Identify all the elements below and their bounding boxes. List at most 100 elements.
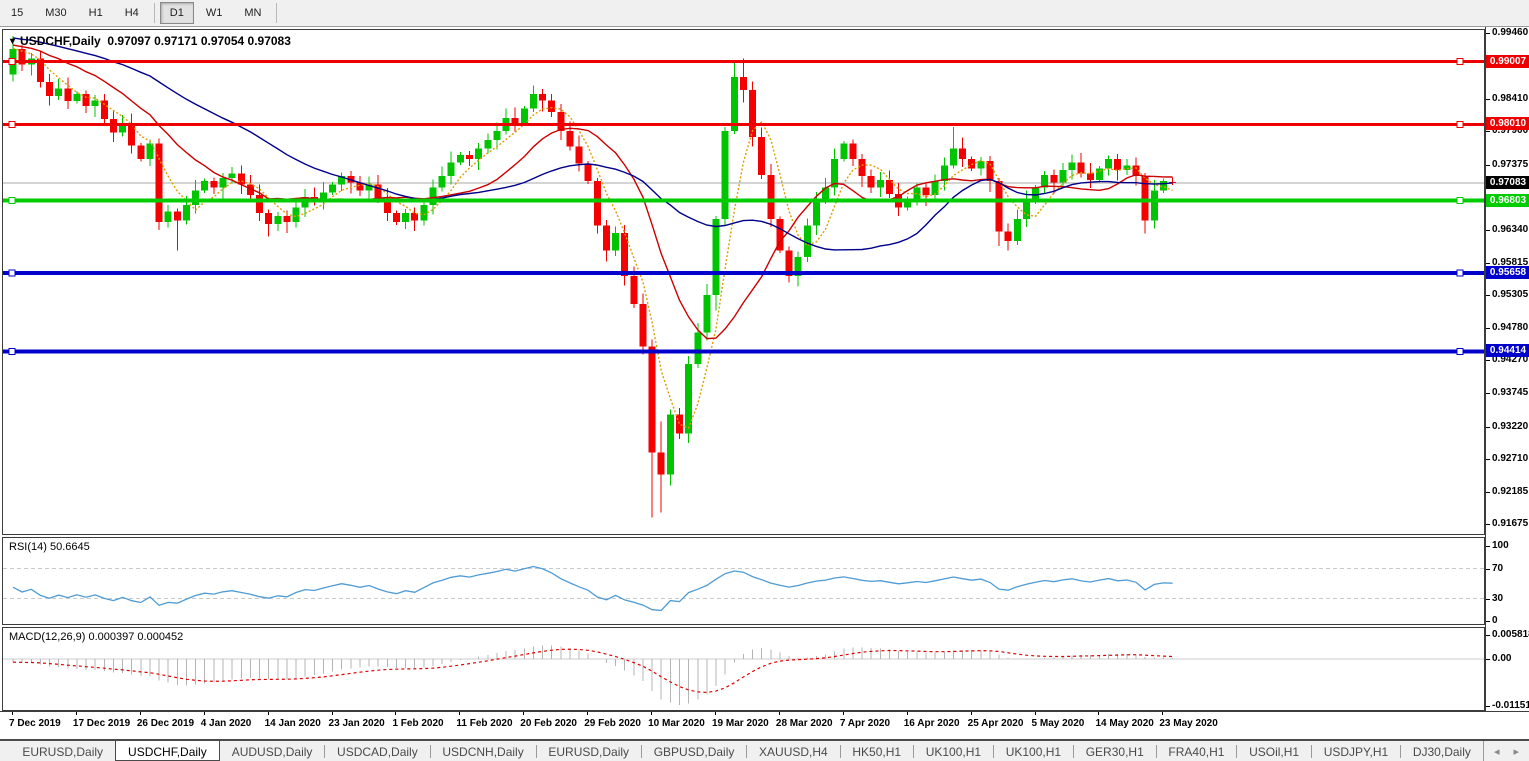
- tab-divider: [1400, 744, 1401, 758]
- level-handle[interactable]: [8, 347, 16, 355]
- chart-symbol-period: USDCHF,Daily: [20, 34, 101, 48]
- price-tick-label: 0.92185: [1492, 485, 1529, 497]
- chart-tab-gbpusd-6[interactable]: GBPUSD,Daily: [653, 745, 735, 759]
- date-tick-mark: [587, 712, 589, 715]
- chart-tab-xauusd-7[interactable]: XAUUSD,H4: [759, 745, 828, 759]
- chart-tab-usdcnh-4[interactable]: USDCNH,Daily: [442, 745, 524, 759]
- price-tick-mark: [1486, 295, 1490, 297]
- chart-tab-eurusd-5[interactable]: EURUSD,Daily: [548, 745, 630, 759]
- macd-tick-label: -0.011514: [1492, 700, 1529, 712]
- macd-tick-label: 0.005818: [1492, 629, 1529, 641]
- date-tick-mark: [267, 712, 269, 715]
- date-label: 11 Feb 2020: [456, 718, 513, 729]
- price-tick-mark: [1486, 426, 1490, 428]
- price-tick-label: 0.96340: [1492, 223, 1529, 235]
- timeframe-button-h4[interactable]: H4: [124, 7, 139, 19]
- date-tick-mark: [842, 712, 844, 715]
- rsi-indicator-pane[interactable]: RSI(14) 50.6645: [2, 537, 1485, 625]
- date-label: 14 May 2020: [1095, 718, 1154, 729]
- rsi-tick-label: 0: [1492, 615, 1498, 626]
- rsi-line: [12, 565, 1173, 612]
- date-label: 7 Apr 2020: [839, 718, 891, 729]
- rsi-tick-mark: [1486, 568, 1490, 570]
- tab-scroll-right-icon[interactable]: ▸: [1513, 745, 1519, 758]
- level-handle[interactable]: [8, 269, 16, 277]
- candlesticks: [9, 36, 1177, 518]
- price-tick-mark: [1486, 458, 1490, 460]
- level-handle[interactable]: [1456, 347, 1464, 355]
- date-tick-mark: [459, 712, 461, 715]
- level-handle[interactable]: [1456, 197, 1464, 205]
- chart-tab-uk100-10[interactable]: UK100,H1: [1005, 745, 1062, 759]
- level-handle[interactable]: [8, 120, 16, 128]
- tab-divider: [641, 744, 642, 758]
- price-tick-label: 0.95815: [1492, 256, 1529, 268]
- timeframe-button-15[interactable]: 15: [11, 7, 24, 19]
- timeframe-button-m30[interactable]: M30: [45, 7, 67, 19]
- price-tick-mark: [1486, 229, 1490, 231]
- ma-mid-line: [12, 44, 1173, 340]
- date-tick-mark: [778, 712, 780, 715]
- timeframe-button-d1[interactable]: D1: [159, 2, 194, 24]
- tab-divider: [324, 744, 326, 758]
- price-badge-0.99007: 0.99007: [1486, 54, 1529, 68]
- chart-tab-usdjpy-14[interactable]: USDJPY,H1: [1323, 745, 1389, 759]
- rsi-tick-label: 100: [1492, 540, 1509, 551]
- price-tick-label: 0.93220: [1492, 420, 1529, 432]
- chart-menu-triangle-icon[interactable]: ▾: [10, 36, 16, 47]
- price-chart-pane[interactable]: ▾ USDCHF,Daily 0.97097 0.97171 0.97054 0.…: [2, 29, 1485, 535]
- timeframe-button-w1[interactable]: W1: [205, 7, 223, 19]
- chart-tab-eurusd-0[interactable]: EURUSD,Daily: [22, 745, 104, 759]
- date-tick-mark: [1162, 712, 1164, 715]
- price-tick-mark: [1486, 131, 1490, 133]
- chart-tab-audusd-2[interactable]: AUDUSD,Daily: [231, 745, 313, 759]
- date-label: 5 May 2020: [1031, 718, 1085, 729]
- chart-ohlc-values: 0.97097 0.97171 0.97054 0.97083: [107, 34, 291, 48]
- date-label: 7 Dec 2019: [9, 718, 61, 729]
- chart-tab-dj30-15[interactable]: DJ30,Daily: [1412, 745, 1471, 759]
- time-axis[interactable]: 7 Dec 2019 17 Dec 2019 26 Dec 2019 4 Jan 20…: [0, 711, 1529, 739]
- macd-indicator-pane[interactable]: MACD(12,26,9) 0.000397 0.000452: [2, 627, 1485, 711]
- tab-divider: [535, 744, 537, 758]
- tab-divider: [429, 744, 431, 758]
- tabbar-spacer: [0, 741, 10, 761]
- tab-divider: [1155, 744, 1157, 758]
- date-label: 25 Apr 2020: [967, 718, 1024, 729]
- ma-slow-line: [12, 37, 1173, 251]
- timeframe-button-mn[interactable]: MN: [244, 7, 262, 19]
- date-label: 20 Feb 2020: [520, 718, 577, 729]
- chart-tab-uk100-9[interactable]: UK100,H1: [925, 745, 982, 759]
- date-tick-mark: [75, 712, 77, 715]
- chart-tab-fra40-12[interactable]: FRA40,H1: [1168, 745, 1225, 759]
- date-label: 10 Mar 2020: [648, 718, 705, 729]
- price-tick-mark: [1486, 360, 1490, 362]
- level-handle[interactable]: [1456, 269, 1464, 277]
- level-handle[interactable]: [8, 58, 16, 66]
- tab-scroll-left-icon[interactable]: ◂: [1493, 745, 1500, 758]
- level-handle[interactable]: [8, 197, 16, 205]
- chart-tab-hk50-8[interactable]: HK50,H1: [852, 745, 902, 759]
- price-tick-mark: [1486, 491, 1490, 493]
- date-tick-mark: [523, 712, 525, 715]
- chart-tab-usoil-13[interactable]: USOil,H1: [1249, 745, 1300, 759]
- date-tick-mark: [715, 712, 716, 715]
- chart-region: ▾ USDCHF,Daily 0.97097 0.97171 0.97054 0.…: [0, 27, 1529, 739]
- level-handle[interactable]: [1456, 58, 1464, 66]
- rsi-tick-mark: [1486, 598, 1490, 600]
- macd-signal-line: [12, 648, 1173, 694]
- timeframe-button-h1[interactable]: H1: [88, 7, 103, 19]
- price-axis[interactable]: 0.99460 0.98410 0.97900 0.97375 0.96340 0.958…: [1485, 27, 1529, 711]
- rsi-label: RSI(14) 50.6645: [9, 541, 90, 553]
- chart-tab-usdcad-3[interactable]: USDCAD,Daily: [337, 745, 418, 759]
- price-tick-label: 0.93745: [1492, 387, 1529, 399]
- date-label: 1 Feb 2020: [392, 718, 444, 729]
- price-badge-0.95658: 0.95658: [1486, 265, 1529, 279]
- macd-tick-label: 0.00: [1492, 653, 1512, 664]
- level-handle[interactable]: [1456, 120, 1464, 128]
- chart-tab-ger30-11[interactable]: GER30,H1: [1085, 745, 1144, 759]
- date-label: 23 Jan 2020: [328, 718, 385, 729]
- date-label: 29 Feb 2020: [584, 718, 641, 729]
- price-badge-0.94414: 0.94414: [1486, 344, 1529, 358]
- chart-tab-usdchf-1[interactable]: USDCHF,Daily: [115, 741, 220, 761]
